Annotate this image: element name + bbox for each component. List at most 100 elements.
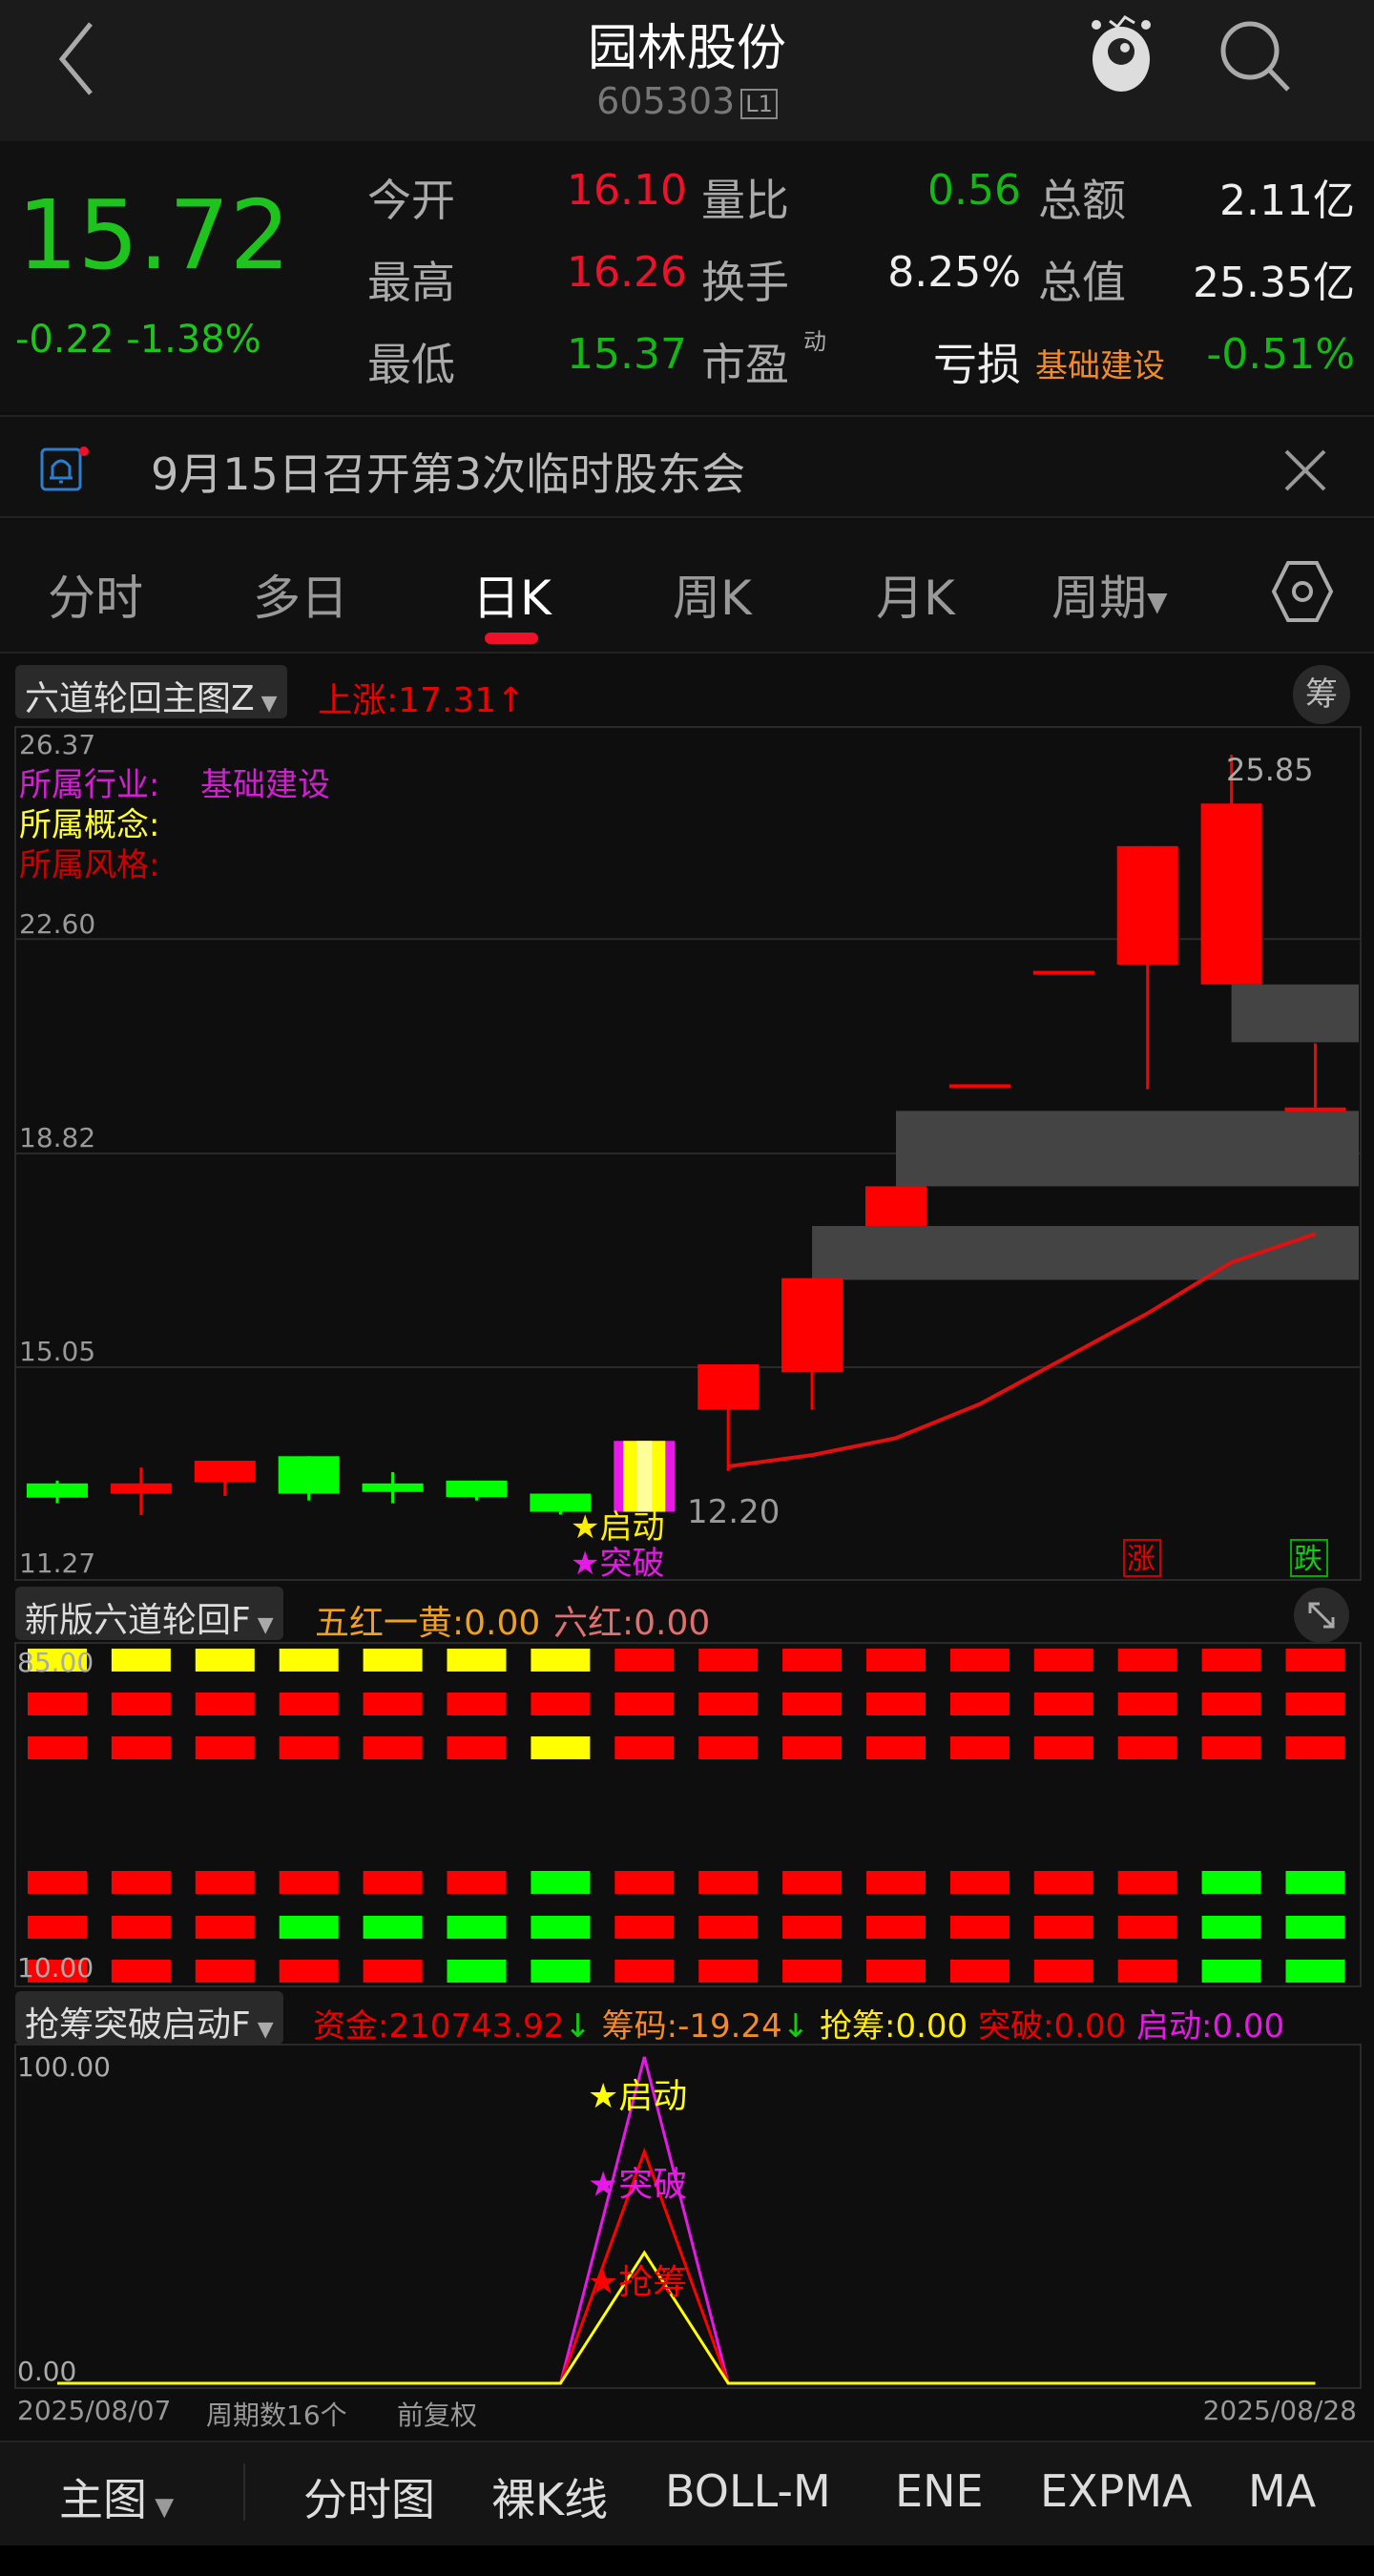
candle-body: [1116, 845, 1178, 966]
expand-icon[interactable]: [1293, 1587, 1350, 1644]
main-indicator-name: 六道轮回主图Z: [25, 679, 255, 718]
signal-cell: [363, 1736, 423, 1759]
value-market-cap: 25.35亿: [1193, 259, 1355, 307]
stock-name: 园林股份: [587, 20, 786, 77]
signal-cell: [363, 1960, 423, 1983]
notice-bar[interactable]: 9月15日召开第3次临时股东会: [0, 415, 1374, 518]
indicator2-selector[interactable]: 新版六道轮回F ▼: [15, 1587, 283, 1640]
fall-marker: 跌: [1294, 1543, 1322, 1576]
label-open: 今开: [367, 175, 455, 226]
signal-cell: [782, 1693, 843, 1715]
signal-cell: [111, 1871, 171, 1894]
sector-change: -0.51%: [1206, 330, 1355, 379]
quote-panel: 15.72 -0.22 -1.38% 今开 16.10 量比 0.56 总额 2…: [0, 141, 1374, 412]
signal-cell: [614, 1871, 675, 1894]
signal-cell: [28, 1693, 87, 1715]
signal-cell: [698, 1871, 759, 1894]
signal-cell: [614, 1649, 675, 1672]
signal-cell: [698, 1916, 759, 1939]
main-indicator-selector[interactable]: 六道轮回主图Z ▼: [15, 665, 287, 718]
signal-cell: [1201, 1736, 1261, 1759]
toolbar-intraday[interactable]: 分时图: [303, 2474, 435, 2525]
signal-line: [57, 2250, 1316, 2385]
signal-cell: [698, 1649, 759, 1672]
signal-cell: [782, 1916, 843, 1939]
tab-weekly-k[interactable]: 周K: [673, 571, 752, 626]
signal-cell: [949, 1736, 1010, 1759]
signal-cell: [614, 1736, 675, 1759]
signal-cell: [1285, 1871, 1345, 1894]
signal-y-tick-top: 100.00: [17, 2051, 111, 2083]
signal-cell: [279, 1871, 339, 1894]
signal-cell: [949, 1693, 1010, 1715]
level-badge: L1: [740, 88, 778, 119]
search-icon[interactable]: [1217, 17, 1293, 93]
toolbar-ma[interactable]: MA: [1248, 2465, 1317, 2517]
signal-cell: [1033, 1960, 1093, 1983]
signal-cell: [447, 1693, 507, 1715]
signal-cell: [1117, 1871, 1177, 1894]
signal-cell: [1117, 1736, 1177, 1759]
sector-name[interactable]: 基础建设: [1035, 347, 1165, 385]
toolbar-ene[interactable]: ENE: [895, 2465, 984, 2517]
signal-cell: [28, 1916, 87, 1939]
launch-value: 启动:0.00: [1135, 2007, 1285, 2046]
signal-cell: [866, 1736, 926, 1759]
signal-cell: [1201, 1960, 1261, 1983]
bell-icon: [40, 447, 89, 491]
signal-label-grab: ★抢筹: [588, 2263, 687, 2302]
candle-body: [865, 1186, 926, 1227]
tab-daily-k[interactable]: 日K: [472, 571, 552, 626]
chip-button[interactable]: 筹: [1293, 665, 1350, 724]
price-change: -0.22 -1.38%: [15, 318, 261, 362]
ma-line: [727, 1232, 1317, 1468]
notice-text[interactable]: 9月15日召开第3次临时股东会: [151, 448, 746, 500]
signal-cell: [1033, 1916, 1093, 1939]
signal-cell: [111, 1736, 171, 1759]
grid-y-tick-top: 85.00: [17, 1647, 94, 1678]
signal-cell: [1285, 1649, 1345, 1672]
signal-cell: [614, 1916, 675, 1939]
signal-cell: [28, 1736, 87, 1759]
value-open: 16.10: [567, 166, 687, 215]
change-pct: -1.38%: [126, 318, 261, 362]
toolbar-boll[interactable]: BOLL-M: [665, 2465, 831, 2517]
toolbar-naked-k[interactable]: 裸K线: [491, 2474, 609, 2525]
indicator3-values: 资金:210743.92↓ 筹码:-19.24↓ 抢筹:0.00 突破:0.00…: [313, 2000, 1284, 2046]
chevron-down-icon: ▼: [250, 1613, 274, 1637]
signal-cell: [1201, 1693, 1261, 1715]
low-price-label: 12.20: [687, 1493, 780, 1531]
signal-cell: [531, 1736, 591, 1759]
signal-cell: [1201, 1916, 1261, 1939]
signal-cell: [28, 1649, 87, 1672]
close-icon[interactable]: [1279, 444, 1332, 497]
tab-monthly-k[interactable]: 月K: [876, 571, 955, 626]
label-pe: 市盈: [701, 339, 789, 390]
candle-body: [697, 1364, 760, 1410]
main-chart-selector[interactable]: 主图 ▼: [59, 2465, 174, 2528]
signal-cell: [279, 1736, 339, 1759]
signal-cell: [111, 1693, 171, 1715]
signal-cell: [698, 1960, 759, 1983]
tab-multi-day[interactable]: 多日: [253, 571, 348, 626]
signal-cell: [111, 1960, 171, 1983]
signal-cell: [447, 1871, 507, 1894]
settings-icon[interactable]: [1269, 558, 1336, 625]
indicator2-value-1: 五红一黄:0.00: [315, 1604, 541, 1643]
back-arrow-icon[interactable]: [52, 19, 100, 95]
toolbar-expma[interactable]: EXPMA: [1040, 2465, 1193, 2517]
adjust-mode[interactable]: 前复权: [397, 2399, 478, 2431]
signal-cell: [782, 1736, 843, 1759]
indicator3-selector[interactable]: 抢筹突破启动F ▼: [15, 1991, 283, 2045]
signal-cell: [363, 1871, 423, 1894]
signal-cell: [949, 1916, 1010, 1939]
top-bar: 园林股份 605303 L1: [0, 0, 1374, 141]
tab-period[interactable]: 周期▼: [1051, 560, 1168, 629]
fall-marker-box: [1290, 1539, 1328, 1577]
bottom-toolbar: 主图 ▼ 分时图 裸K线 BOLL-M ENE EXPMA MA: [0, 2441, 1374, 2545]
tab-intraday[interactable]: 分时: [48, 571, 143, 626]
label-volume-ratio: 量比: [701, 175, 789, 226]
chevron-down-icon: ▼: [250, 2018, 274, 2042]
mascot-icon[interactable]: [1083, 11, 1159, 97]
